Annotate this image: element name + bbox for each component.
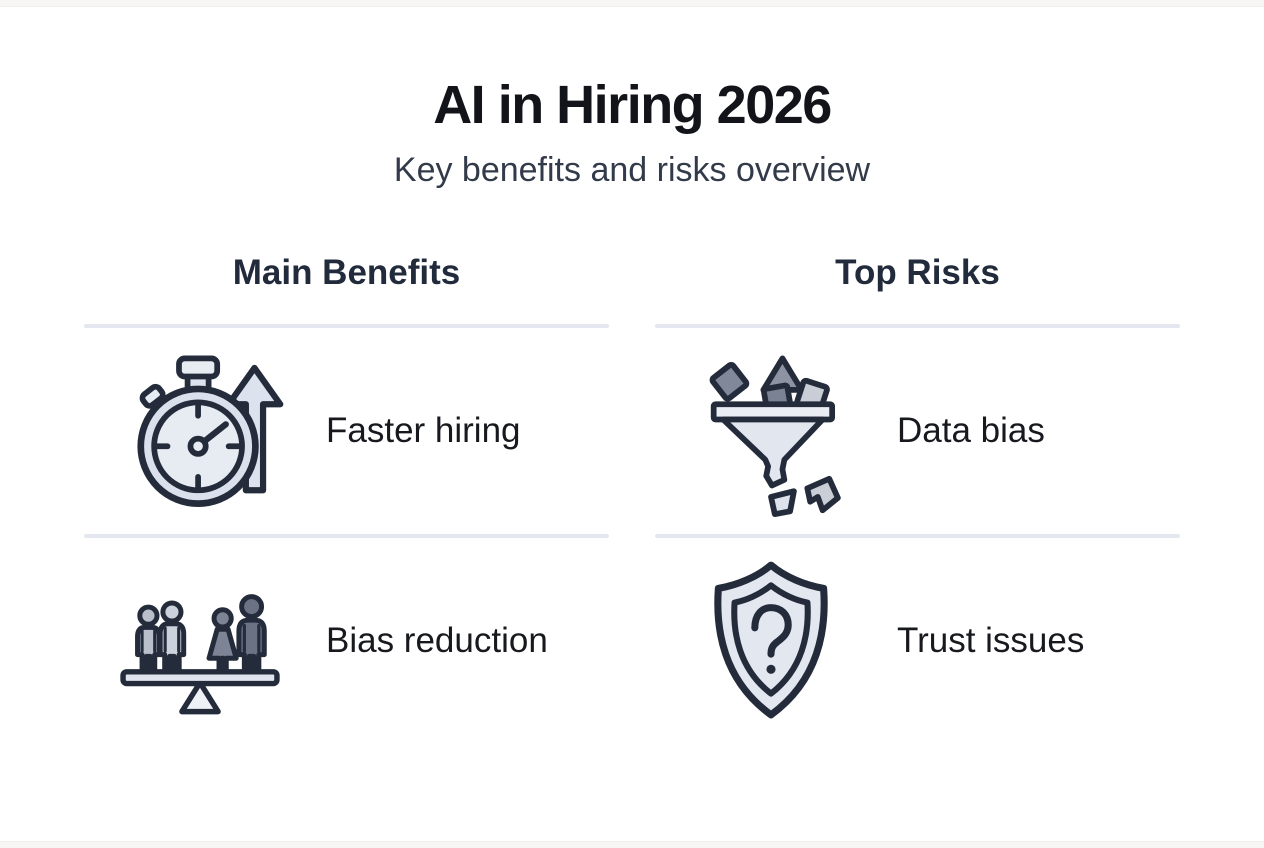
divider: [655, 324, 1180, 329]
content-columns: Main Benefits: [0, 252, 1264, 744]
risks-column: Top Risks Data bias: [655, 252, 1180, 744]
stopwatch-growth-icon: [114, 345, 286, 517]
benefits-column: Main Benefits: [84, 252, 609, 744]
benefit-item-bias-reduction: Bias reduction: [84, 538, 609, 744]
item-label: Data bias: [897, 411, 1045, 451]
risks-header: Top Risks: [835, 253, 1000, 293]
item-label: Trust issues: [897, 621, 1085, 661]
risk-item-trust-issues: Trust issues: [655, 538, 1180, 744]
benefits-header: Main Benefits: [232, 253, 461, 293]
item-label: Faster hiring: [326, 411, 521, 451]
benefit-item-faster-hiring: Faster hiring: [84, 328, 609, 534]
top-edge: [0, 0, 1264, 7]
divider: [84, 534, 609, 539]
page-subtitle: Key benefits and risks overview: [393, 151, 871, 190]
bottom-edge: [0, 841, 1264, 848]
balance-scale-people-icon: [114, 555, 286, 727]
divider: [84, 324, 609, 329]
page-header: AI in Hiring 2026 Key benefits and risks…: [0, 0, 1264, 190]
page-title: AI in Hiring 2026: [433, 75, 832, 135]
divider: [655, 534, 1180, 539]
funnel-data-blocks-icon: [685, 345, 857, 518]
item-label: Bias reduction: [326, 621, 548, 661]
risk-item-data-bias: Data bias: [655, 328, 1180, 534]
shield-question-icon: [685, 555, 857, 727]
